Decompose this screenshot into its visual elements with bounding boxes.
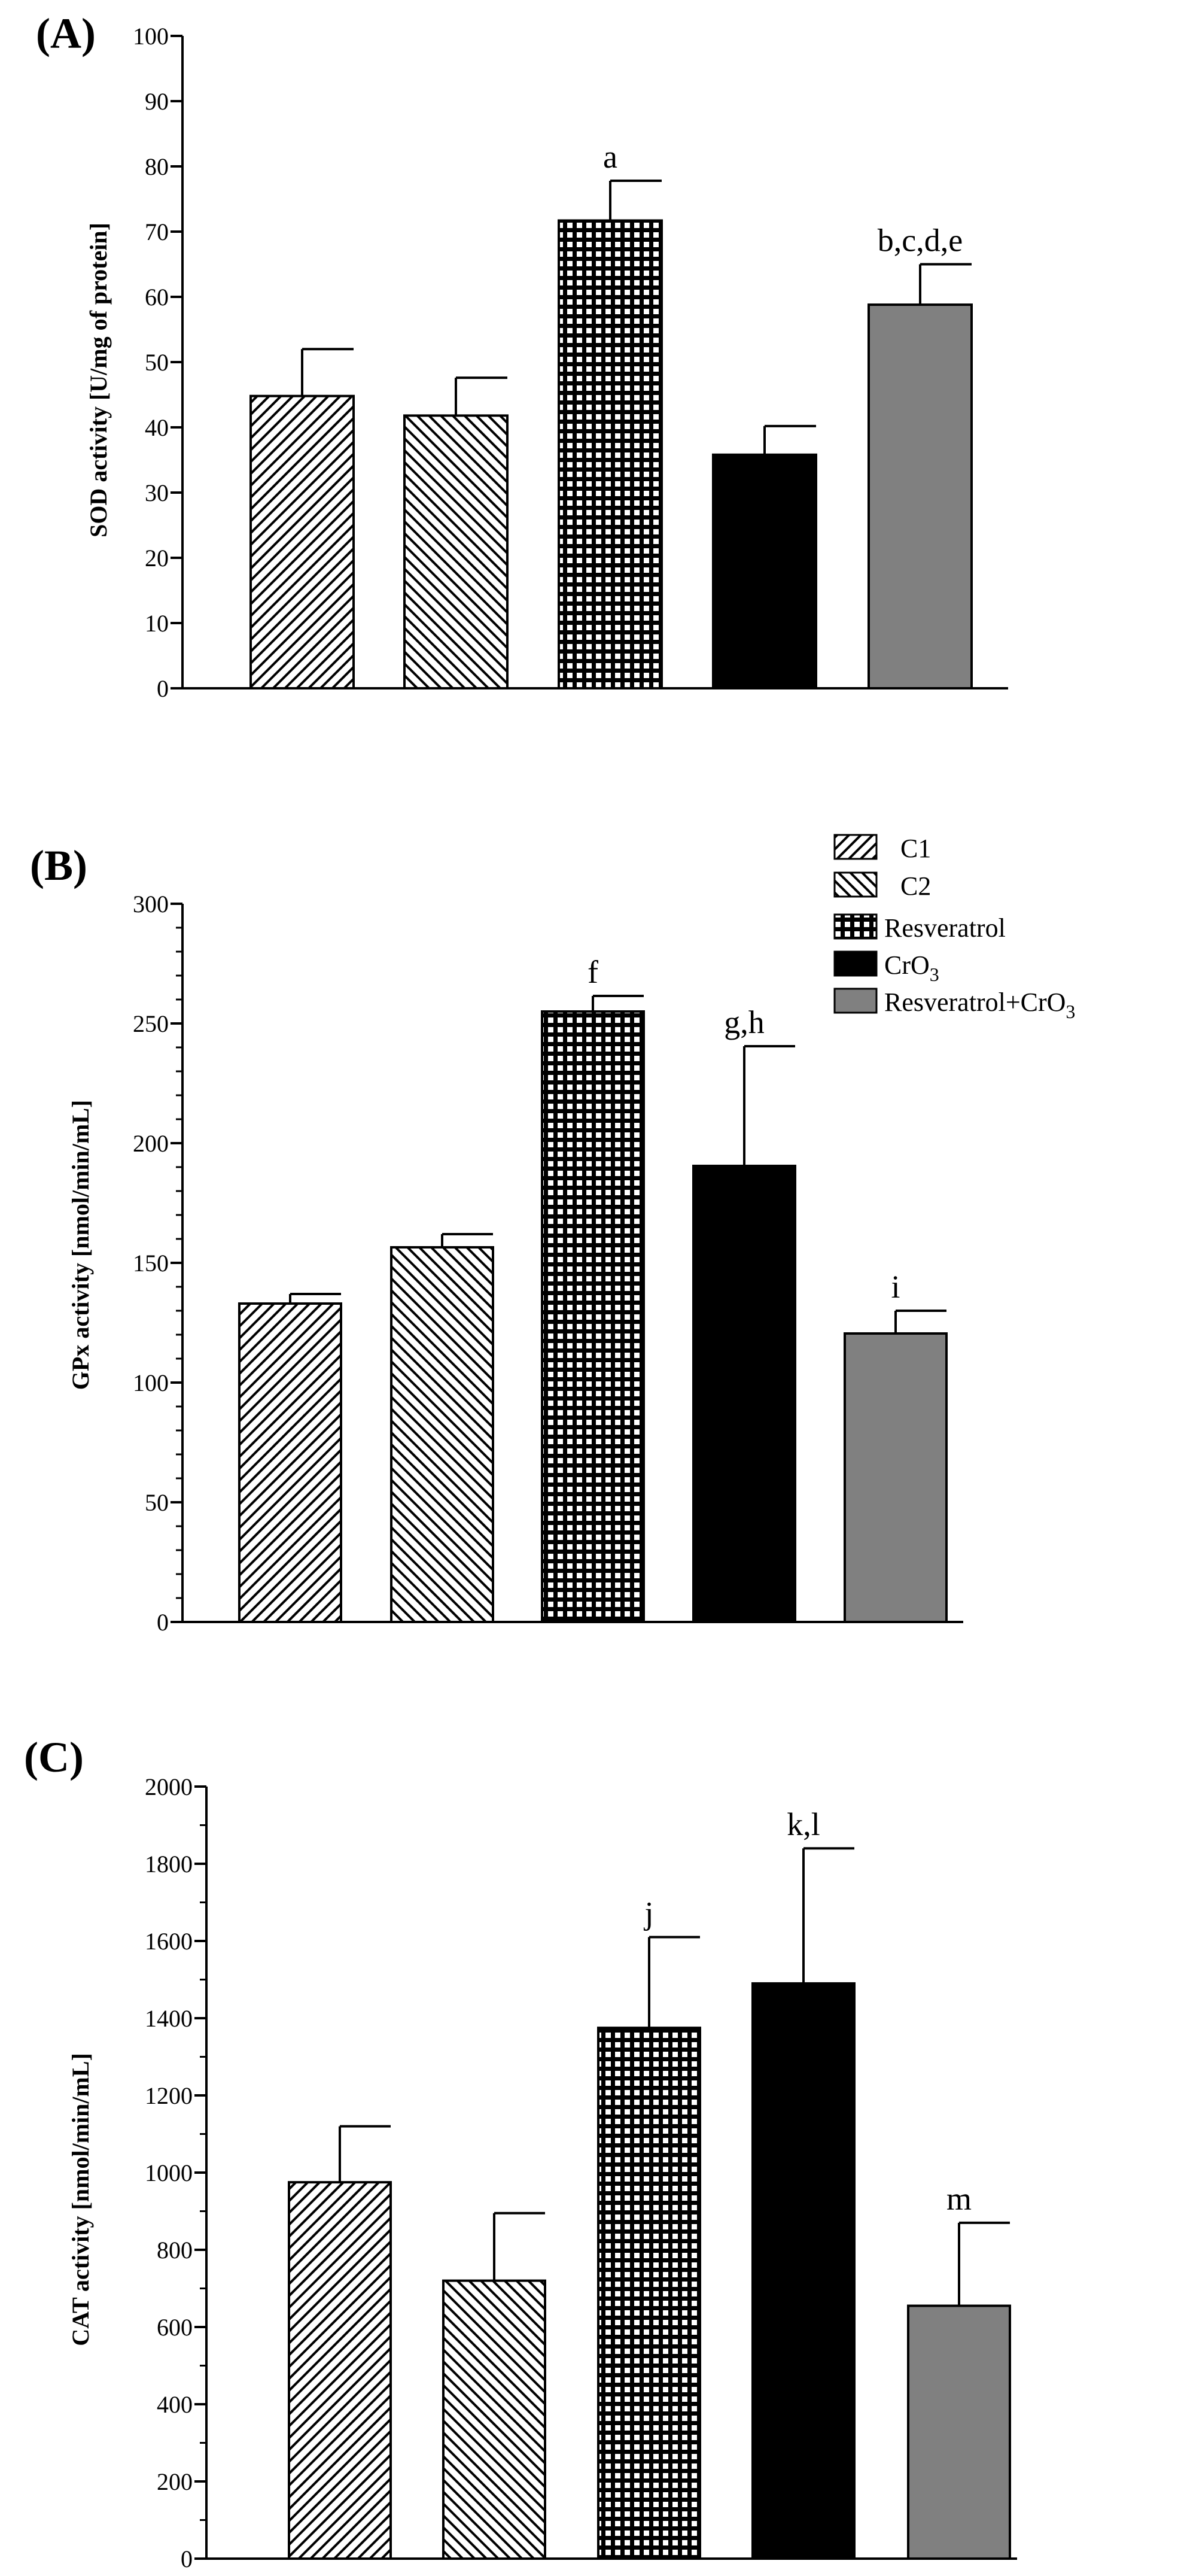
bar-5 xyxy=(868,303,973,689)
legend-label-cro3-base: CrO xyxy=(884,950,930,980)
chart-marks: j k,l m 0 200 400 600 800 1000 1200 1400 1600 1800 20… xyxy=(145,1773,1017,2572)
panel-label: (C) xyxy=(24,1733,84,1781)
bar-1 xyxy=(238,1302,342,1623)
chart-marks: a b,c,d,e 0 10 20 30 40 50 60 70 80 90 100 xyxy=(133,23,1008,702)
legend-label-cro3: CrO3 xyxy=(884,950,939,985)
y-tick-label: 250 xyxy=(133,1010,169,1037)
y-tick-label: 100 xyxy=(133,1369,169,1396)
y-axis-title: GPx activity [nmol/min/mL] xyxy=(67,1100,94,1390)
significance-label-5: i xyxy=(891,1269,900,1305)
y-tick-label: 200 xyxy=(133,1130,169,1157)
y-tick-label: 1200 xyxy=(145,2082,193,2109)
y-tick-label: 800 xyxy=(157,2237,193,2264)
bar-3 xyxy=(597,2027,701,2560)
y-tick-label: 0 xyxy=(157,1609,169,1636)
chart-marks: f g,h i 0 50 100 150 200 250 300 xyxy=(133,891,963,1636)
bar-4 xyxy=(712,453,817,690)
panel-c: (C) CAT activity [nmol/min/mL] j k,l m 0 200… xyxy=(24,1733,1017,2572)
y-axis-title: SOD activity [U/mg of protein] xyxy=(85,223,112,537)
legend-label-resveratrol: Resveratrol xyxy=(884,913,1006,943)
y-tick-label: 100 xyxy=(133,23,169,50)
y-tick-label: 1800 xyxy=(145,1851,193,1878)
significance-label-3: j xyxy=(643,1895,653,1931)
panel-a: (A) SOD activity [U/mg of protein] a b,c,… xyxy=(36,10,1008,702)
y-tick-label: 70 xyxy=(145,218,169,245)
legend-label-c2: C2 xyxy=(900,871,931,901)
y-tick-label: 1400 xyxy=(145,2005,193,2032)
bar-1 xyxy=(288,2181,392,2560)
panel-label: (A) xyxy=(36,10,96,57)
significance-label-5: b,c,d,e xyxy=(878,223,963,259)
legend-swatch-c2 xyxy=(833,871,878,898)
y-tick-label: 1600 xyxy=(145,1928,193,1955)
y-axis-title: CAT activity [nmol/min/mL] xyxy=(67,2053,94,2346)
significance-label-3: a xyxy=(603,139,617,175)
y-tick-label: 50 xyxy=(145,1489,169,1516)
bar-1 xyxy=(249,394,355,689)
legend-swatch-c1 xyxy=(833,834,878,860)
legend-label-c1: C1 xyxy=(900,834,931,863)
y-tick-label: 150 xyxy=(133,1250,169,1277)
legend-swatch-resveratrol xyxy=(833,913,878,940)
legend-swatch-resveratrol-cro3 xyxy=(833,988,878,1014)
significance-label-4: g,h xyxy=(724,1004,765,1040)
bar-3 xyxy=(541,1010,645,1623)
legend-label-resveratrol-cro3: Resveratrol+CrO3 xyxy=(884,988,1075,1022)
legend: C1 C2 Resveratrol CrO3 Resveratrol+CrO3 xyxy=(833,834,1075,1022)
y-tick-label: 1000 xyxy=(145,2159,193,2186)
panel-b: (B) GPx activity [nmol/min/mL] f g,h i 0 50 1… xyxy=(30,834,1075,1636)
bar-2 xyxy=(442,2279,546,2560)
significance-label-3: f xyxy=(588,954,598,990)
y-tick-label: 40 xyxy=(145,414,169,441)
significance-label-4: k,l xyxy=(787,1806,820,1842)
y-tick-label: 90 xyxy=(145,88,169,115)
y-tick-label: 10 xyxy=(145,610,169,637)
bar-5 xyxy=(907,2304,1011,2560)
bar-5 xyxy=(844,1332,948,1623)
y-tick-label: 20 xyxy=(145,545,169,572)
y-tick-label: 2000 xyxy=(145,1773,193,1800)
bar-4 xyxy=(692,1165,796,1623)
bar-3 xyxy=(558,219,663,690)
legend-label-cro3-sub: 3 xyxy=(930,964,939,985)
y-tick-label: 600 xyxy=(157,2314,193,2341)
y-tick-label: 30 xyxy=(145,479,169,506)
legend-swatch-cro3 xyxy=(833,950,878,977)
y-tick-label: 60 xyxy=(145,284,169,311)
y-tick-label: 300 xyxy=(133,891,169,918)
y-tick-label: 200 xyxy=(157,2468,193,2495)
y-tick-label: 0 xyxy=(181,2545,193,2572)
significance-label-5: m xyxy=(946,2181,972,2217)
legend-label-resveratrol-cro3-sub: 3 xyxy=(1066,1001,1075,1022)
panel-label: (B) xyxy=(30,842,87,889)
bar-2 xyxy=(390,1246,494,1623)
y-tick-label: 80 xyxy=(145,153,169,180)
bar-2 xyxy=(403,414,509,689)
y-tick-label: 50 xyxy=(145,349,169,376)
y-tick-label: 0 xyxy=(157,675,169,702)
legend-label-resveratrol-cro3-base: Resveratrol+CrO xyxy=(884,988,1066,1017)
y-tick-label: 400 xyxy=(157,2391,193,2418)
bar-4 xyxy=(751,1982,856,2560)
